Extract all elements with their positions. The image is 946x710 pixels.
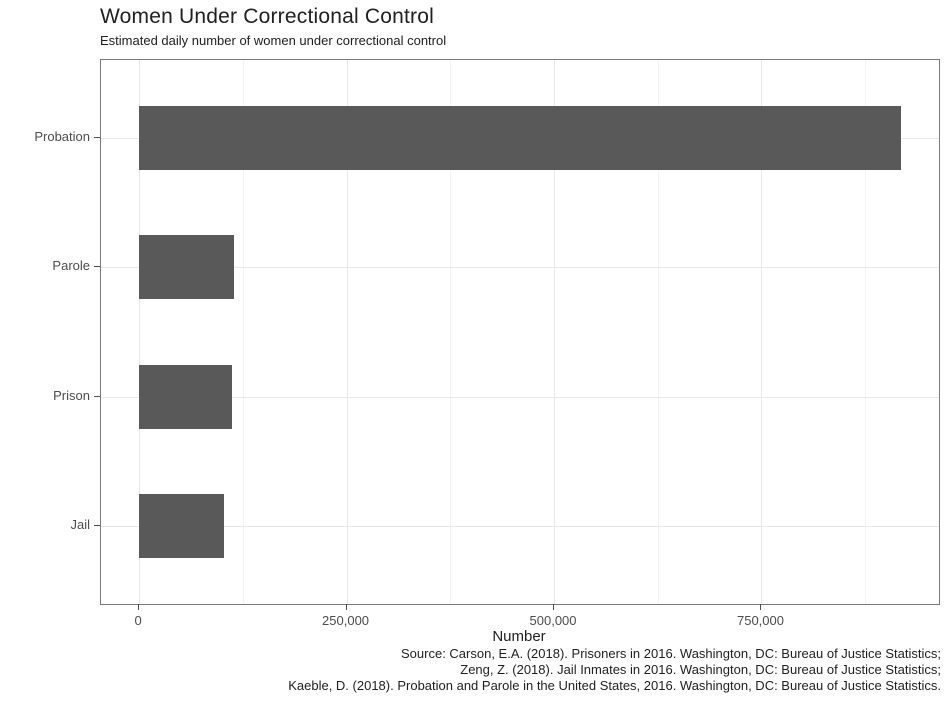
- source-line: Zeng, Z. (2018). Jail Inmates in 2016. W…: [460, 662, 941, 677]
- y-axis-tick: [94, 525, 100, 527]
- x-tick-label-2: 500,000: [529, 613, 577, 628]
- gridline-major-v: [346, 60, 348, 604]
- plot-panel: [100, 59, 940, 605]
- gridline-major-h: [101, 396, 939, 398]
- gridline-major-v: [761, 60, 763, 604]
- bar-jail: [139, 494, 224, 559]
- gridline-minor-v: [242, 60, 244, 604]
- y-tick-label-jail: Jail: [70, 517, 90, 533]
- x-axis-tick: [553, 604, 555, 610]
- bar-prison: [139, 364, 233, 429]
- gridline-major-h: [101, 267, 939, 269]
- source-citation: Source: Carson, E.A. (2018). Prisoners i…: [288, 646, 941, 694]
- x-axis-title: Number: [492, 628, 546, 645]
- gridline-major-h: [101, 526, 939, 528]
- y-tick-label-prison: Prison: [53, 387, 90, 403]
- x-tick-label-3: 750,000: [736, 613, 784, 628]
- gridline-major-v: [554, 60, 556, 604]
- bar-parole: [139, 235, 234, 300]
- gridline-major-v: [139, 60, 141, 604]
- bar-probation: [139, 105, 901, 170]
- y-tick-label-probation: Probation: [34, 128, 90, 144]
- source-line: Source: Carson, E.A. (2018). Prisoners i…: [401, 646, 941, 661]
- gridline-minor-v: [657, 60, 659, 604]
- gridline-minor-v: [450, 60, 452, 604]
- x-tick-label-1: 250,000: [322, 613, 370, 628]
- chart-title: Women Under Correctional Control: [100, 5, 434, 28]
- chart-subtitle: Estimated daily number of women under co…: [100, 33, 447, 48]
- x-axis-tick: [138, 604, 140, 610]
- x-axis-tick: [760, 604, 762, 610]
- x-axis-tick: [345, 604, 347, 610]
- y-axis-tick: [94, 136, 100, 138]
- y-tick-label-parole: Parole: [52, 258, 90, 274]
- y-axis-tick: [94, 395, 100, 397]
- gridline-minor-v: [865, 60, 867, 604]
- x-tick-label-0: 0: [134, 613, 142, 628]
- source-line: Kaeble, D. (2018). Probation and Parole …: [288, 678, 941, 693]
- y-axis-tick: [94, 266, 100, 268]
